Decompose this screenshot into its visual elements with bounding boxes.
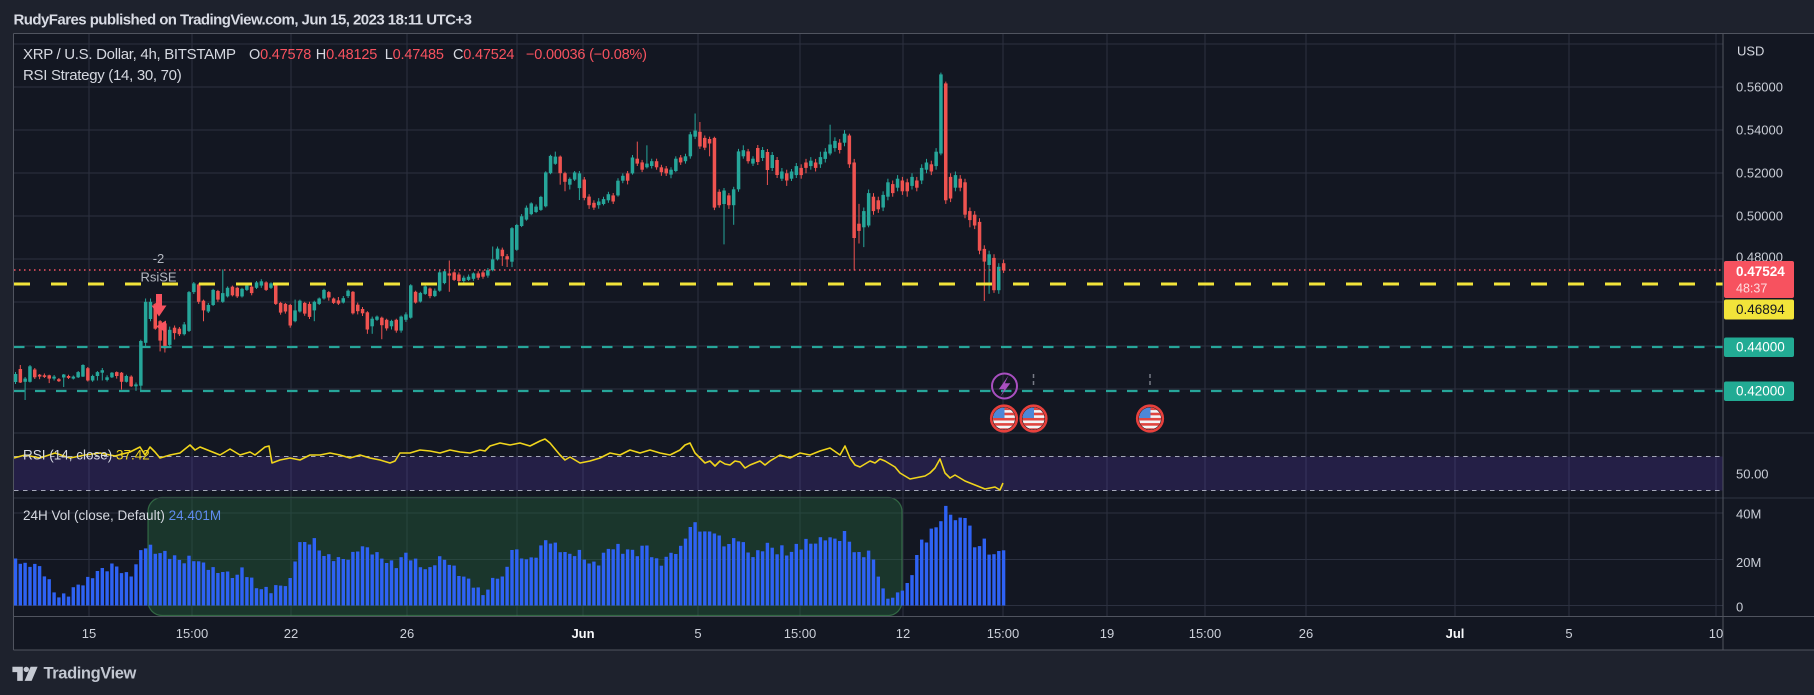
svg-text:40M: 40M xyxy=(1736,507,1761,522)
svg-text:12: 12 xyxy=(896,626,910,641)
svg-text:RSI (14, close) 37.42: RSI (14, close) 37.42 xyxy=(23,448,150,463)
svg-text:TradingView: TradingView xyxy=(44,665,137,683)
svg-text:-2: -2 xyxy=(153,251,165,266)
svg-text:15: 15 xyxy=(82,626,96,641)
svg-text:−0.00036 (−0.08%): −0.00036 (−0.08%) xyxy=(526,47,647,63)
svg-text:10: 10 xyxy=(1709,626,1723,641)
svg-text:0.50000: 0.50000 xyxy=(1736,209,1783,224)
svg-text:0.46894: 0.46894 xyxy=(1736,302,1785,317)
svg-text:RudyFares published on Trading: RudyFares published on TradingView.com, … xyxy=(14,12,472,29)
svg-text:0.47524: 0.47524 xyxy=(1736,264,1785,279)
svg-text:5: 5 xyxy=(694,626,701,641)
svg-text:H0.48125: H0.48125 xyxy=(316,47,377,63)
svg-text:20M: 20M xyxy=(1736,555,1761,570)
svg-text:C0.47524: C0.47524 xyxy=(453,47,514,63)
svg-text:Jun: Jun xyxy=(571,626,594,641)
svg-text:19: 19 xyxy=(1100,626,1114,641)
svg-text:0.44000: 0.44000 xyxy=(1736,340,1785,355)
svg-text:15:00: 15:00 xyxy=(176,626,209,641)
svg-text:USD: USD xyxy=(1737,44,1764,59)
svg-text:L0.47485: L0.47485 xyxy=(385,47,444,63)
svg-text:15:00: 15:00 xyxy=(784,626,817,641)
svg-text:24H Vol (close, Default) 24.4: 24H Vol (close, Default) 24.401M xyxy=(23,508,221,523)
svg-text:48:37: 48:37 xyxy=(1736,282,1767,296)
svg-text:15:00: 15:00 xyxy=(1189,626,1222,641)
svg-text:26: 26 xyxy=(1299,626,1313,641)
svg-text:0.42000: 0.42000 xyxy=(1736,384,1785,399)
svg-text:XRP / U.S. Dollar, 4h, BITSTAM: XRP / U.S. Dollar, 4h, BITSTAMP xyxy=(23,46,236,63)
svg-text:0.48000: 0.48000 xyxy=(1736,250,1783,265)
svg-text:0.56000: 0.56000 xyxy=(1736,80,1783,95)
svg-text:15:00: 15:00 xyxy=(987,626,1020,641)
svg-text:RsiSE: RsiSE xyxy=(140,270,176,285)
svg-text:0: 0 xyxy=(1736,600,1743,615)
svg-text:0.52000: 0.52000 xyxy=(1736,166,1783,181)
svg-text:22: 22 xyxy=(284,626,298,641)
svg-text:Jul: Jul xyxy=(1446,626,1465,641)
svg-text:O0.47578: O0.47578 xyxy=(249,47,311,63)
svg-text:RSI Strategy (14, 30, 70): RSI Strategy (14, 30, 70) xyxy=(23,67,182,84)
svg-text:0.54000: 0.54000 xyxy=(1736,123,1783,138)
svg-text:50.00: 50.00 xyxy=(1736,467,1769,482)
svg-text:5: 5 xyxy=(1565,626,1572,641)
svg-text:26: 26 xyxy=(400,626,414,641)
